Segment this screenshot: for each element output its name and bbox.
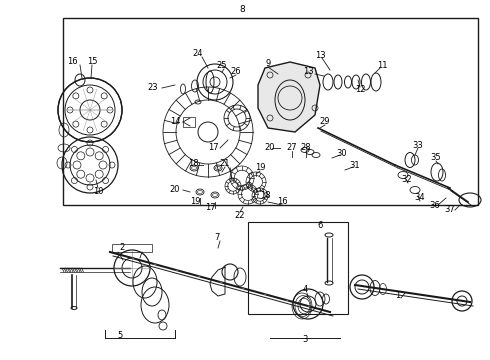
Text: 18: 18 [188,159,198,168]
Text: 10: 10 [93,188,103,197]
Text: 17: 17 [205,203,215,212]
Bar [183,117,195,127]
Text: 9: 9 [266,59,270,68]
Text: 34: 34 [415,194,425,202]
Text: 36: 36 [430,201,441,210]
Text: 30: 30 [337,148,347,158]
Text: 20: 20 [170,185,180,194]
Text: 14: 14 [170,117,180,126]
Text: 8: 8 [239,5,245,14]
Text: 22: 22 [235,211,245,220]
Text: 16: 16 [277,198,287,207]
Text: 23: 23 [147,84,158,93]
Text: 2: 2 [120,243,124,252]
Text: 5: 5 [118,330,122,339]
Text: 19: 19 [190,198,200,207]
Text: 12: 12 [355,85,365,94]
Text: 15: 15 [87,58,97,67]
Text: 17: 17 [208,144,219,153]
Text: 19: 19 [255,163,265,172]
Text: 28: 28 [301,144,311,153]
Text: 21: 21 [220,159,230,168]
Text: 33: 33 [413,140,423,149]
Text: 27: 27 [287,144,297,153]
Text: 25: 25 [217,62,227,71]
Text: 13: 13 [315,50,325,59]
Text: 37: 37 [444,206,455,215]
Text: 16: 16 [67,58,77,67]
Text: 35: 35 [431,153,441,162]
Text: 4: 4 [302,285,308,294]
Bar [112,244,152,252]
Text: 13: 13 [303,68,313,77]
Text: 24: 24 [193,49,203,58]
Text: 6: 6 [318,221,323,230]
Text: 29: 29 [320,117,330,126]
Text: 32: 32 [402,175,412,184]
Text: 11: 11 [377,60,387,69]
Text: 18: 18 [260,192,270,201]
Bar [63,18,478,205]
Bar [248,222,348,314]
Text: 31: 31 [350,161,360,170]
Text: 1: 1 [395,291,401,300]
Text: 26: 26 [231,68,241,77]
Text: 7: 7 [214,234,220,243]
Text: 20: 20 [265,144,275,153]
Text: 3: 3 [302,336,308,345]
Polygon shape [258,62,320,132]
